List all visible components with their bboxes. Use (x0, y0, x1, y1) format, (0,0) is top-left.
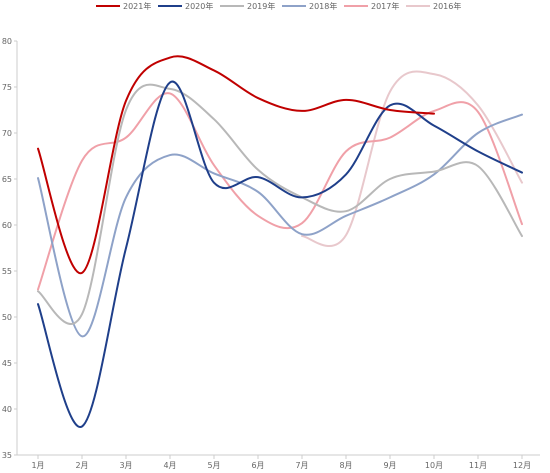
legend-label: 2019年 (247, 1, 275, 11)
y-tick-label: 40 (2, 405, 12, 414)
legend-item[interactable]: 2018年 (282, 1, 337, 11)
x-tick-label: 6月 (251, 461, 264, 470)
x-tick-label: 2月 (75, 461, 88, 470)
axes: 35 40 45 50 55 60 65 70 75 80 1月 2月 3月 4月 5月 6月 7月 8月 9月 10… (2, 37, 540, 470)
y-tick-label: 45 (2, 359, 12, 368)
x-tick-label: 9月 (383, 461, 396, 470)
y-tick-label: 60 (2, 221, 12, 230)
series-line-2017年 (37, 92, 523, 291)
series-line-2018年 (37, 113, 523, 338)
legend-label: 2017年 (371, 1, 399, 11)
y-tick-label: 50 (2, 313, 12, 322)
legend: 2021年 2020年 2019年 2018年 2017年 2016年 (96, 1, 461, 11)
x-tick-label: 3月 (119, 461, 132, 470)
series-line-2021年 (37, 55, 435, 274)
legend-label: 2016年 (433, 1, 461, 11)
x-tick-label: 7月 (295, 461, 308, 470)
legend-label: 2018年 (309, 1, 337, 11)
legend-item[interactable]: 2017年 (344, 1, 399, 11)
series-line-2019年 (37, 83, 523, 325)
x-tick-label: 5月 (207, 461, 220, 470)
y-tick-label: 55 (2, 267, 12, 276)
x-tick-label: 1月 (31, 461, 44, 470)
series-line-2020年 (37, 80, 523, 428)
y-tick-label: 65 (2, 175, 12, 184)
legend-label: 2020年 (185, 1, 213, 11)
series-lines (37, 55, 523, 428)
x-tick-label: 10月 (425, 461, 443, 470)
x-tick-label: 11月 (469, 461, 487, 470)
legend-item[interactable]: 2016年 (406, 1, 461, 11)
legend-item[interactable]: 2020年 (158, 1, 213, 11)
series-line-2016年 (301, 70, 523, 248)
x-tick-label: 12月 (513, 461, 531, 470)
y-tick-label: 80 (2, 37, 12, 46)
x-tick-label: 4月 (163, 461, 176, 470)
legend-item[interactable]: 2019年 (220, 1, 275, 11)
legend-item[interactable]: 2021年 (96, 1, 151, 11)
y-tick-label: 35 (2, 451, 12, 460)
x-tick-label: 8月 (339, 461, 352, 470)
y-tick-label: 75 (2, 83, 12, 92)
y-tick-label: 70 (2, 129, 12, 138)
legend-label: 2021年 (123, 1, 151, 11)
